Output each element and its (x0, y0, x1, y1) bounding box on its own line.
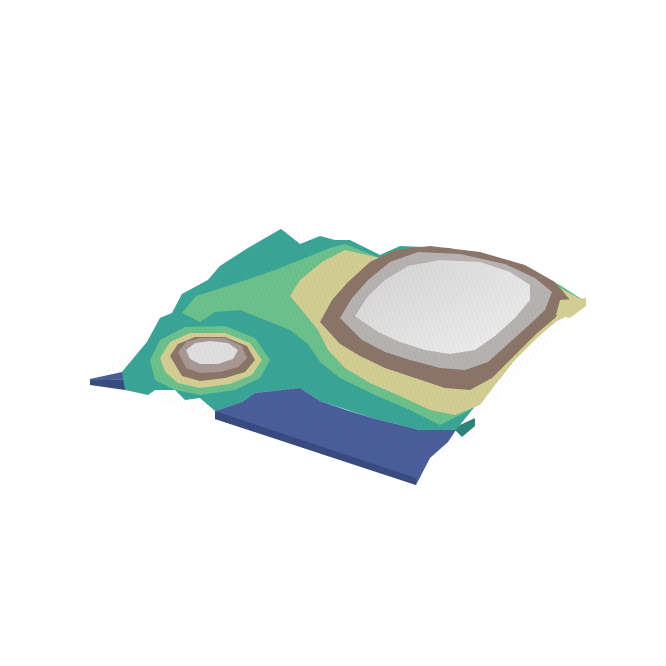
voxel-texture (90, 229, 586, 485)
sand-tip-right (556, 298, 586, 318)
